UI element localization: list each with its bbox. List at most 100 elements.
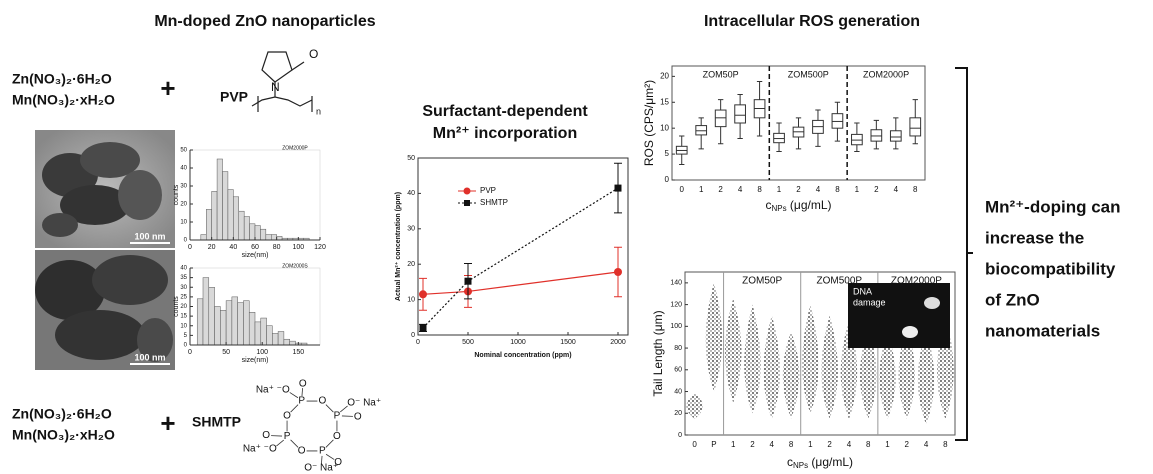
x-axis-label: size(nm) [242,357,269,364]
y-tick-label: 5 [184,333,188,339]
bar [233,196,239,241]
point-cloud [725,299,742,403]
y-tick-label: 100 [670,323,682,330]
whisker [776,122,782,152]
bar [200,234,207,241]
group-label: ZOM2000P [863,69,909,79]
whisker [756,81,763,137]
atom-bg [296,396,307,407]
group-label: ZOM2000P [891,276,942,287]
plot-frame [417,157,629,336]
bar [243,300,250,346]
x-tick-label: 1 [699,185,704,194]
point [464,277,472,285]
atom: O⁻ Na⁺ [304,463,338,474]
y-tick-label: 30 [407,226,415,233]
point-cloud [744,304,761,414]
x-tick-label: 0 [680,185,685,194]
surfactant: SHMTP [192,414,241,430]
x-tick-label: 0 [188,244,192,251]
bar [254,321,262,346]
x-label-part: NPs [793,461,808,470]
x-tick-label: 1 [855,185,860,194]
inset-spot [924,297,940,309]
whisker [893,117,899,150]
reagent: Zn(NO₃)₂·6H₂O [12,406,112,422]
group-label: ZOM500P [816,276,862,287]
inset-label: damage [853,297,886,307]
x-label-part: (μg/mL) [808,455,853,469]
bar [208,287,215,346]
legend-label: PVP [480,186,496,195]
y-tick-label: 120 [670,301,682,308]
x-tick-label: 4 [847,440,852,449]
atom: O [354,411,362,422]
bar [220,310,227,346]
point-cloud [763,315,780,419]
box [831,113,844,129]
x-tick-label: 4 [738,185,743,194]
point-cloud [782,331,800,419]
inset-image [848,283,950,348]
x-label-part: c [787,455,793,469]
bar [211,191,218,241]
whisker [815,109,821,147]
bond [321,455,323,464]
scale-bar-label: 100 nm [134,352,165,362]
scale-bar-label: 100 nm [134,231,165,241]
x-tick-label: 8 [835,185,840,194]
bar [283,338,290,346]
bar [249,223,256,241]
bar [276,236,283,241]
x-tick-label: 50 [222,349,230,356]
bar [260,317,267,346]
plus: + [160,408,175,438]
atom: O [299,379,307,390]
bond [325,453,335,460]
atom: O [262,430,270,441]
legend-marker [463,187,471,195]
bond [340,405,348,413]
hist-title: ZOM2000P [282,145,308,151]
chart-title: Mn²⁺ incorporation [433,125,577,142]
whisker [717,99,724,145]
y-tick-label: 0 [184,343,188,349]
box [870,129,883,142]
y-tick-label: 20 [180,202,187,208]
bar [277,331,285,346]
group-label: ZOM500P [788,69,829,79]
y-tick-label: 15 [180,314,187,320]
atom: Na⁺ ⁻O [243,444,277,455]
series-line [422,271,619,295]
box [773,132,785,144]
whisker [854,122,860,152]
y-axis-label: Tail Length (μm) [651,310,665,396]
x-tick-label: 1 [777,185,782,194]
atom: O [333,431,341,442]
x-tick-label: 100 [256,349,268,356]
y-tick-label: 20 [180,304,187,310]
x-axis-label: cNPs (μg/mL) [787,455,853,470]
bar [227,189,234,241]
legend-marker [464,200,470,206]
y-tick-label: 5 [665,149,670,158]
y-tick-label: 30 [180,285,187,291]
atom-bg [317,445,328,456]
y-tick-label: 25 [180,294,187,300]
whisker [912,99,918,145]
x-tick-label: 8 [943,440,948,449]
bar [272,333,279,346]
x-tick-label: 1 [885,440,890,449]
bar [214,306,221,346]
box [695,125,708,136]
bond [301,388,303,397]
point-cloud [821,315,838,419]
bracket [955,67,973,441]
bar [243,216,250,241]
y-tick-label: 0 [184,238,188,244]
y-tick-label: 0 [411,332,415,339]
point-cloud [860,326,877,419]
x-tick-label: 1 [731,440,736,449]
box [909,117,922,137]
